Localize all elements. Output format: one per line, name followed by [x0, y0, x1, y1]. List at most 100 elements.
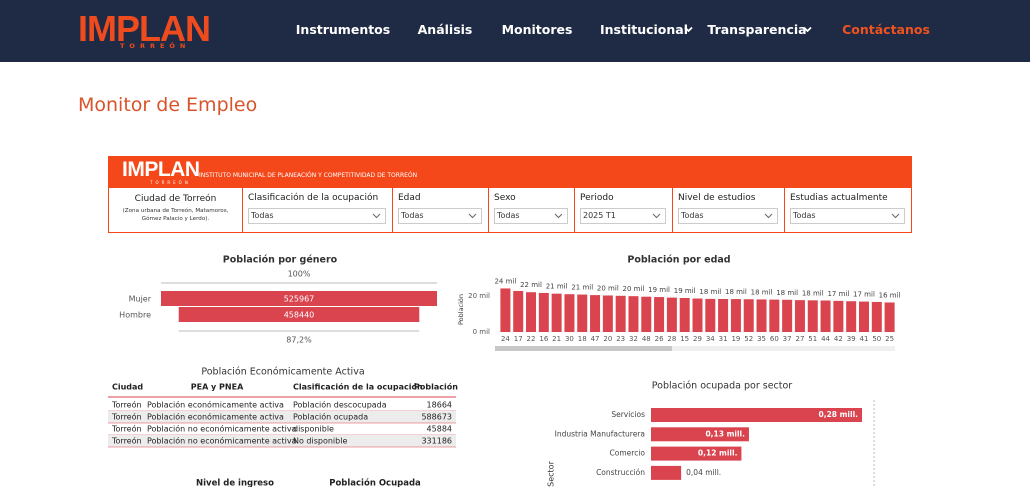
category-label: Servicios: [611, 410, 645, 419]
category-label: Industria Manufacturera: [555, 429, 645, 438]
nav-link[interactable]: Institucional: [599, 22, 689, 37]
bar: [871, 301, 882, 332]
table-header: Nivel de ingreso: [196, 479, 274, 487]
x-tick-label: 28: [667, 335, 676, 343]
bar: [756, 299, 767, 332]
filter-label: Edad: [398, 193, 421, 203]
bar: [705, 298, 716, 332]
filter-dropdown[interactable]: Todas: [398, 208, 482, 224]
table-row-bg: [108, 435, 456, 447]
bar: [651, 408, 862, 422]
nav-link[interactable]: Transparencia: [707, 22, 807, 37]
filter-dropdown[interactable]: Todas: [248, 208, 386, 224]
x-tick-label: 23: [616, 335, 625, 343]
bar: [651, 465, 682, 480]
x-tick-label: 21: [552, 335, 561, 343]
bar: [679, 297, 690, 332]
institute-name: INSTITUTO MUNICIPAL DE PLANEACIÓN Y COMP…: [199, 172, 418, 179]
bar: [692, 298, 703, 332]
filter: Clasificación de la ocupación Todas: [243, 188, 393, 232]
page-title: Monitor de Empleo: [78, 94, 258, 116]
bar: [782, 299, 793, 332]
category-label: Hombre: [119, 311, 151, 320]
dropdown-chevron: [468, 213, 477, 219]
x-tick-label: 51: [808, 335, 817, 343]
bar: [641, 296, 652, 332]
bar-label: 458440: [284, 311, 315, 320]
chart-title: Población ocupada por sector: [652, 381, 793, 392]
nav-contact[interactable]: Contáctanos: [842, 22, 930, 37]
filter: Nivel de estudios Todas: [673, 188, 785, 232]
dropdown-chevron: [764, 213, 773, 219]
x-tick-label: 29: [693, 335, 702, 343]
bar: [846, 301, 857, 332]
bar-value-label: 22 mil: [520, 281, 542, 289]
filter-dropdown[interactable]: 2025 T1: [580, 208, 666, 224]
bar-value-label: 18 mil: [776, 289, 798, 297]
scroll-thumb[interactable]: [495, 346, 672, 351]
bar: [820, 300, 831, 332]
x-tick-label: 47: [591, 335, 600, 343]
bar-value-label: 21 mil: [571, 284, 593, 292]
funnel-bar: [178, 307, 420, 322]
chevron: [803, 26, 812, 33]
filter-value: Todas: [681, 211, 704, 220]
bar: [615, 295, 626, 332]
bar-value-label: 24 mil: [494, 277, 516, 285]
dashboard-logo-subtitle: TORREÓN: [150, 180, 191, 185]
nav-link[interactable]: Análisis: [417, 22, 473, 37]
dropdown-chevron: [554, 213, 563, 219]
bar: [730, 299, 741, 332]
dropdown-chevron: [652, 213, 661, 219]
bar: [513, 290, 524, 332]
dropdown-chevron: [372, 213, 381, 219]
bar: [833, 300, 844, 332]
table-cell: No disponible: [293, 437, 347, 446]
x-tick-label: 26: [655, 335, 664, 343]
bar-value-label: 18 mil: [725, 288, 747, 296]
scroll-track: [495, 346, 895, 351]
bar: [577, 294, 588, 332]
table-cell: Torreón: [111, 424, 142, 434]
x-tick-label: 35: [757, 335, 766, 343]
x-tick-label: 41: [860, 335, 869, 343]
table-header: Población Ocupada: [329, 478, 421, 487]
dashboard-header: [108, 156, 912, 188]
table-header: Ciudad: [112, 383, 143, 392]
bar-value-label: 18 mil: [751, 288, 773, 296]
nav-link[interactable]: Monitores: [501, 22, 573, 37]
filter: Sexo Todas: [489, 188, 575, 232]
filter-label: Clasificación de la ocupación: [248, 193, 379, 203]
bar-value-label: 20 mil: [623, 285, 645, 293]
x-tick-label: 27: [795, 335, 804, 343]
bar: [500, 288, 511, 332]
filter-value: 2025 T1: [583, 211, 616, 220]
city-note: (Zona urbana de Torreón, Matamoros, Góme…: [122, 208, 229, 222]
bar-value-label: 17 mil: [853, 291, 875, 299]
filter: Edad Todas: [393, 188, 489, 232]
bar: [628, 296, 639, 332]
chart-title: Población por género: [223, 255, 338, 266]
filter-value: Todas: [497, 211, 520, 220]
x-tick-label: 30: [565, 335, 574, 343]
nav-link[interactable]: Instrumentos: [295, 22, 391, 37]
table-cell: 331186: [421, 437, 452, 446]
bar: [551, 293, 562, 332]
bar-value-label: 17 mil: [827, 290, 849, 298]
bar: [651, 427, 749, 442]
bar: [858, 301, 869, 332]
logo[interactable]: IMPLAN: [78, 8, 211, 49]
table-cell: Torreón: [111, 400, 142, 410]
chart-title: Población por edad: [627, 255, 730, 266]
bar: [718, 298, 729, 332]
filter-dropdown[interactable]: Todas: [790, 208, 905, 224]
table-row-bg: [108, 411, 456, 423]
table-cell: disponible: [293, 425, 334, 434]
table-header: PEA y PNEA: [191, 383, 244, 392]
filter-dropdown[interactable]: Todas: [494, 208, 568, 224]
filter-dropdown[interactable]: Todas: [678, 208, 778, 224]
table-title: Población Económicamente Activa: [201, 367, 364, 378]
x-tick-label: 32: [629, 335, 638, 343]
bar-value-label: 19 mil: [648, 286, 670, 294]
filter-label: Estudias actualmente: [790, 193, 888, 203]
